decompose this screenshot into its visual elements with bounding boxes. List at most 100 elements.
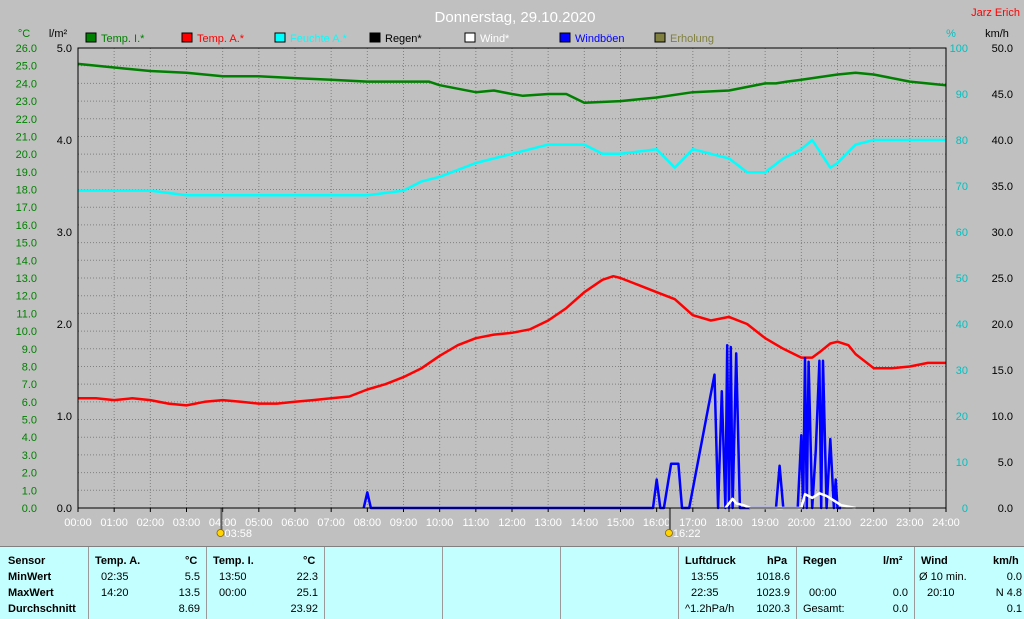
humidity-tick-label: 70: [956, 181, 968, 193]
x-tick-label: 05:00: [245, 517, 273, 529]
rain-total-label: Gesamt:: [803, 603, 845, 615]
plot-frame: [77, 47, 947, 509]
temp-tick-label: 17.0: [16, 202, 37, 214]
legend-swatch: [654, 32, 666, 43]
wind-average: 0.1: [1006, 603, 1022, 615]
temp-tick-label: 18.0: [16, 185, 37, 197]
row-label-max: MaxWert: [8, 587, 54, 599]
legend-swatch: [274, 32, 286, 43]
temp-a-unit: °C: [185, 555, 198, 567]
wind-tick-label: 45.0: [992, 89, 1013, 101]
statistics-panel: Sensor MinWert MaxWert Durchschnitt Temp…: [0, 546, 1024, 619]
legend-swatch: [559, 32, 571, 43]
rain-column: Regen l/m² 00:00 0.0 Gesamt: 0.0: [796, 547, 914, 619]
temp-a-column: Temp. A. °C 02:35 5.5 14:20 13.5 8.69: [88, 547, 206, 619]
x-tick-label: 11:00: [462, 517, 489, 529]
series-line: [724, 492, 856, 510]
x-tick-label: 14:00: [571, 517, 599, 529]
pressure-trend: ^1.2hPa/h: [685, 603, 735, 615]
rain-max-time: 00:00: [809, 587, 837, 599]
legend-label: Temp. I.*: [101, 33, 145, 45]
pressure-max-value: 1023.9: [756, 587, 790, 599]
wind-column: Wind km/h Ø 10 min. 0.0 20:10 N 4.8 0.1: [914, 547, 1024, 619]
pressure-min-value: 1018.6: [756, 571, 790, 583]
temp-a-max-value: 13.5: [178, 587, 200, 599]
wind-tick-label: 10.0: [992, 411, 1013, 423]
temp-i-column: Temp. I. °C 13:50 22.3 00:00 25.1 23.92: [206, 547, 324, 619]
temp-i-header: Temp. I.: [213, 555, 254, 567]
x-tick-label: 12:00: [498, 517, 526, 529]
temp-a-min-time: 02:35: [101, 571, 129, 583]
x-tick-label: 13:00: [534, 517, 562, 529]
weather-chart: Donnerstag, 29.10.2020 Jarz Erich °C l/m²% k…: [16, 7, 1020, 540]
x-tick-label: 00:00: [64, 517, 92, 529]
temp-tick-label: 1.0: [22, 485, 37, 497]
x-tick-label: 17:00: [679, 517, 707, 529]
rain-max-value: 0.0: [892, 587, 908, 599]
temp-tick-label: 19.0: [16, 167, 37, 179]
x-tick-label: 18:00: [715, 517, 743, 529]
rain-tick-label: 0.0: [57, 503, 72, 515]
humidity-tick-label: 20: [956, 411, 968, 423]
temp-tick-label: 15.0: [16, 238, 37, 250]
legend-label: Temp. A.*: [197, 33, 245, 45]
temp-tick-label: 14.0: [16, 255, 37, 267]
sensor-column: Sensor MinWert MaxWert Durchschnitt: [0, 547, 88, 619]
x-tick-label: 07:00: [317, 517, 345, 529]
legend-swatch: [181, 32, 193, 43]
temp-tick-label: 13.0: [16, 273, 37, 285]
legend-swatch: [85, 32, 97, 43]
legend-label: Windböen: [575, 33, 625, 45]
temp-tick-label: 3.0: [22, 450, 37, 462]
pressure-max-time: 22:35: [691, 587, 719, 599]
wind-axis-unit: km/h: [985, 28, 1009, 40]
humidity-tick-label: 100: [950, 43, 968, 55]
temp-a-header: Temp. A.: [95, 555, 141, 567]
wind-max-time: 20:10: [927, 587, 955, 599]
sunset-label: 16:22: [673, 528, 701, 540]
x-tick-label: 19:00: [751, 517, 779, 529]
x-tick-label: 01:00: [100, 517, 128, 529]
x-tick-label: 04:00: [209, 517, 237, 529]
corner-label: Jarz Erich: [971, 7, 1020, 19]
wind-avg10-label: Ø 10 min.: [919, 571, 967, 583]
wind-header: Wind: [921, 555, 948, 567]
temp-tick-label: 25.0: [16, 61, 37, 73]
temp-tick-label: 2.0: [22, 468, 37, 480]
rain-header: Regen: [803, 555, 837, 567]
x-tick-label: 15:00: [607, 517, 635, 529]
x-tick-label: 09:00: [390, 517, 418, 529]
sunset-icon: [665, 529, 673, 537]
wind-tick-label: 35.0: [992, 181, 1013, 193]
empty-column-2: [442, 547, 560, 619]
x-tick-label: 20:00: [788, 517, 816, 529]
wind-tick-label: 15.0: [992, 365, 1013, 377]
humidity-tick-label: 60: [956, 227, 968, 239]
rain-unit: l/m²: [883, 555, 903, 567]
x-tick-label: 21:00: [824, 517, 852, 529]
wind-tick-label: 30.0: [992, 227, 1013, 239]
temp-i-max-time: 00:00: [219, 587, 247, 599]
empty-column-1: [324, 547, 442, 619]
x-tick-label: 06:00: [281, 517, 309, 529]
legend-swatch: [464, 32, 476, 43]
temp-tick-label: 0.0: [22, 503, 37, 515]
temp-tick-label: 22.0: [16, 114, 37, 126]
rain-tick-label: 3.0: [57, 227, 72, 239]
row-label-min: MinWert: [8, 571, 52, 583]
pressure-unit: hPa: [767, 555, 788, 567]
rain-tick-label: 4.0: [57, 135, 72, 147]
humidity-tick-label: 10: [956, 457, 968, 469]
rain-axis-unit: l/m²: [49, 28, 68, 40]
humidity-tick-label: 0: [962, 503, 968, 515]
temp-tick-label: 11.0: [16, 308, 37, 320]
row-label-avg: Durchschnitt: [8, 603, 76, 615]
legend-label: Feuchte A.*: [290, 33, 348, 45]
x-tick-label: 10:00: [426, 517, 454, 529]
pressure-header: Luftdruck: [685, 555, 736, 567]
pressure-min-time: 13:55: [691, 571, 719, 583]
temp-a-max-time: 14:20: [101, 587, 129, 599]
humidity-tick-label: 40: [956, 319, 968, 331]
x-tick-label: 23:00: [896, 517, 924, 529]
rain-tick-label: 1.0: [57, 411, 72, 423]
